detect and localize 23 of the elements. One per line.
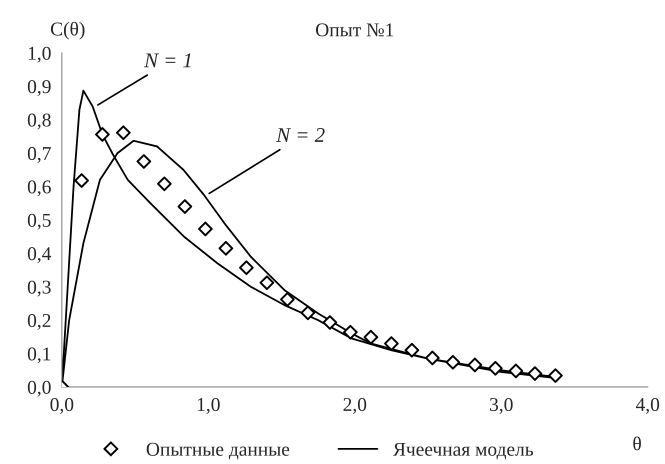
x-tick-label: 0,0 <box>50 398 74 414</box>
x-tick-label: 2,0 <box>343 398 366 414</box>
y-tick-label: 0,4 <box>28 247 52 264</box>
legend-label: Ячеечная модель <box>393 442 534 460</box>
legend-label: Опытные данные <box>146 442 290 460</box>
y-tick-label: 1,0 <box>28 46 51 63</box>
x-tick-label: 3,0 <box>490 398 513 414</box>
y-tick-label: 0,0 <box>28 380 51 397</box>
x-tick-label: 4,0 <box>636 398 660 414</box>
annotation: N = 1 <box>144 53 191 68</box>
chart-title: Опыт №1 <box>316 23 394 36</box>
y-tick-label: 0,9 <box>28 80 51 96</box>
y-tick-label: 0,6 <box>28 180 51 196</box>
x-tick-label: 1,0 <box>198 398 220 414</box>
y-tick-label: 0,7 <box>28 146 51 163</box>
annotation: N = 2 <box>276 128 325 142</box>
y-tick-label: 0,2 <box>28 314 50 330</box>
y-tick-label: 0,8 <box>28 114 51 130</box>
y-tick-label: 0,1 <box>28 347 50 364</box>
y-tick-label: 0,3 <box>28 280 51 296</box>
y-tick-label: 0,5 <box>28 214 51 230</box>
x-axis-title: θ <box>633 436 641 450</box>
y-axis-title: C(θ) <box>50 22 85 40</box>
